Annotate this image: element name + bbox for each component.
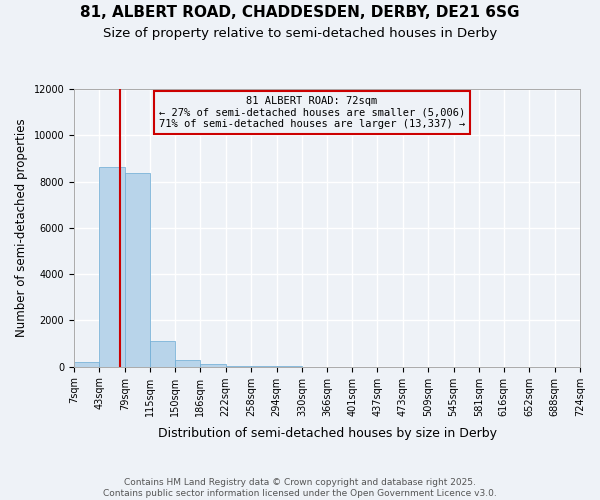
X-axis label: Distribution of semi-detached houses by size in Derby: Distribution of semi-detached houses by … <box>158 427 497 440</box>
Text: 81 ALBERT ROAD: 72sqm
← 27% of semi-detached houses are smaller (5,006)
71% of s: 81 ALBERT ROAD: 72sqm ← 27% of semi-deta… <box>159 96 465 129</box>
Bar <box>150 342 175 366</box>
Bar <box>200 364 226 366</box>
Text: Contains HM Land Registry data © Crown copyright and database right 2025.
Contai: Contains HM Land Registry data © Crown c… <box>103 478 497 498</box>
Text: 81, ALBERT ROAD, CHADDESDEN, DERBY, DE21 6SG: 81, ALBERT ROAD, CHADDESDEN, DERBY, DE21… <box>80 5 520 20</box>
Text: Size of property relative to semi-detached houses in Derby: Size of property relative to semi-detach… <box>103 28 497 40</box>
Bar <box>74 362 100 366</box>
Y-axis label: Number of semi-detached properties: Number of semi-detached properties <box>15 118 28 337</box>
Bar <box>100 167 125 366</box>
Bar <box>175 360 200 366</box>
Bar <box>125 173 150 366</box>
